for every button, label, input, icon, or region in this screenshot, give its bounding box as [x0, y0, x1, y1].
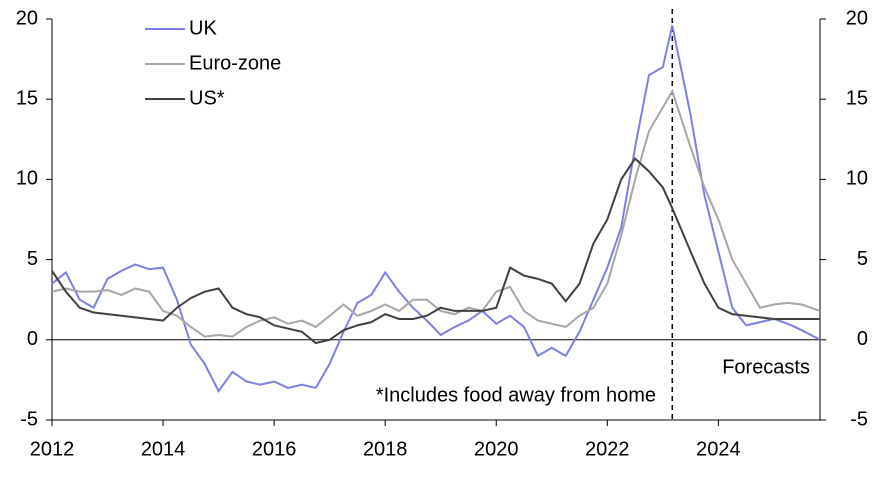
- y-tick-label: -5: [20, 408, 38, 430]
- legend-label: Euro-zone: [189, 52, 281, 74]
- y-tick-label: 10: [16, 168, 38, 190]
- series-line: [51, 88, 821, 338]
- y2-tick-label: 20: [846, 7, 868, 29]
- x-tick-label: 2014: [141, 438, 186, 460]
- y2-tick-label: 10: [846, 168, 868, 190]
- series-line: [51, 25, 821, 394]
- y2-tick-label: -5: [850, 408, 868, 430]
- y-tick-label: 5: [27, 248, 38, 270]
- series-line: [51, 157, 820, 345]
- y-tick-label: 15: [16, 87, 38, 109]
- x-tick-label: 2020: [474, 438, 519, 460]
- x-tick-label: 2018: [363, 438, 408, 460]
- legend-label: UK: [189, 17, 217, 39]
- y2-tick-label: 0: [857, 328, 868, 350]
- x-tick-label: 2024: [696, 438, 741, 460]
- legend-label: US*: [189, 87, 225, 109]
- forecast-label: Forecasts: [722, 356, 810, 378]
- y2-tick-label: 15: [846, 87, 868, 109]
- x-tick-label: 2016: [252, 438, 297, 460]
- y2-tick-label: 5: [857, 248, 868, 270]
- x-tick-label: 2022: [585, 438, 630, 460]
- y-tick-label: 20: [16, 7, 38, 29]
- y-tick-label: 0: [27, 328, 38, 350]
- x-tick-label: 2012: [30, 438, 75, 460]
- footnote: *Includes food away from home: [376, 384, 656, 406]
